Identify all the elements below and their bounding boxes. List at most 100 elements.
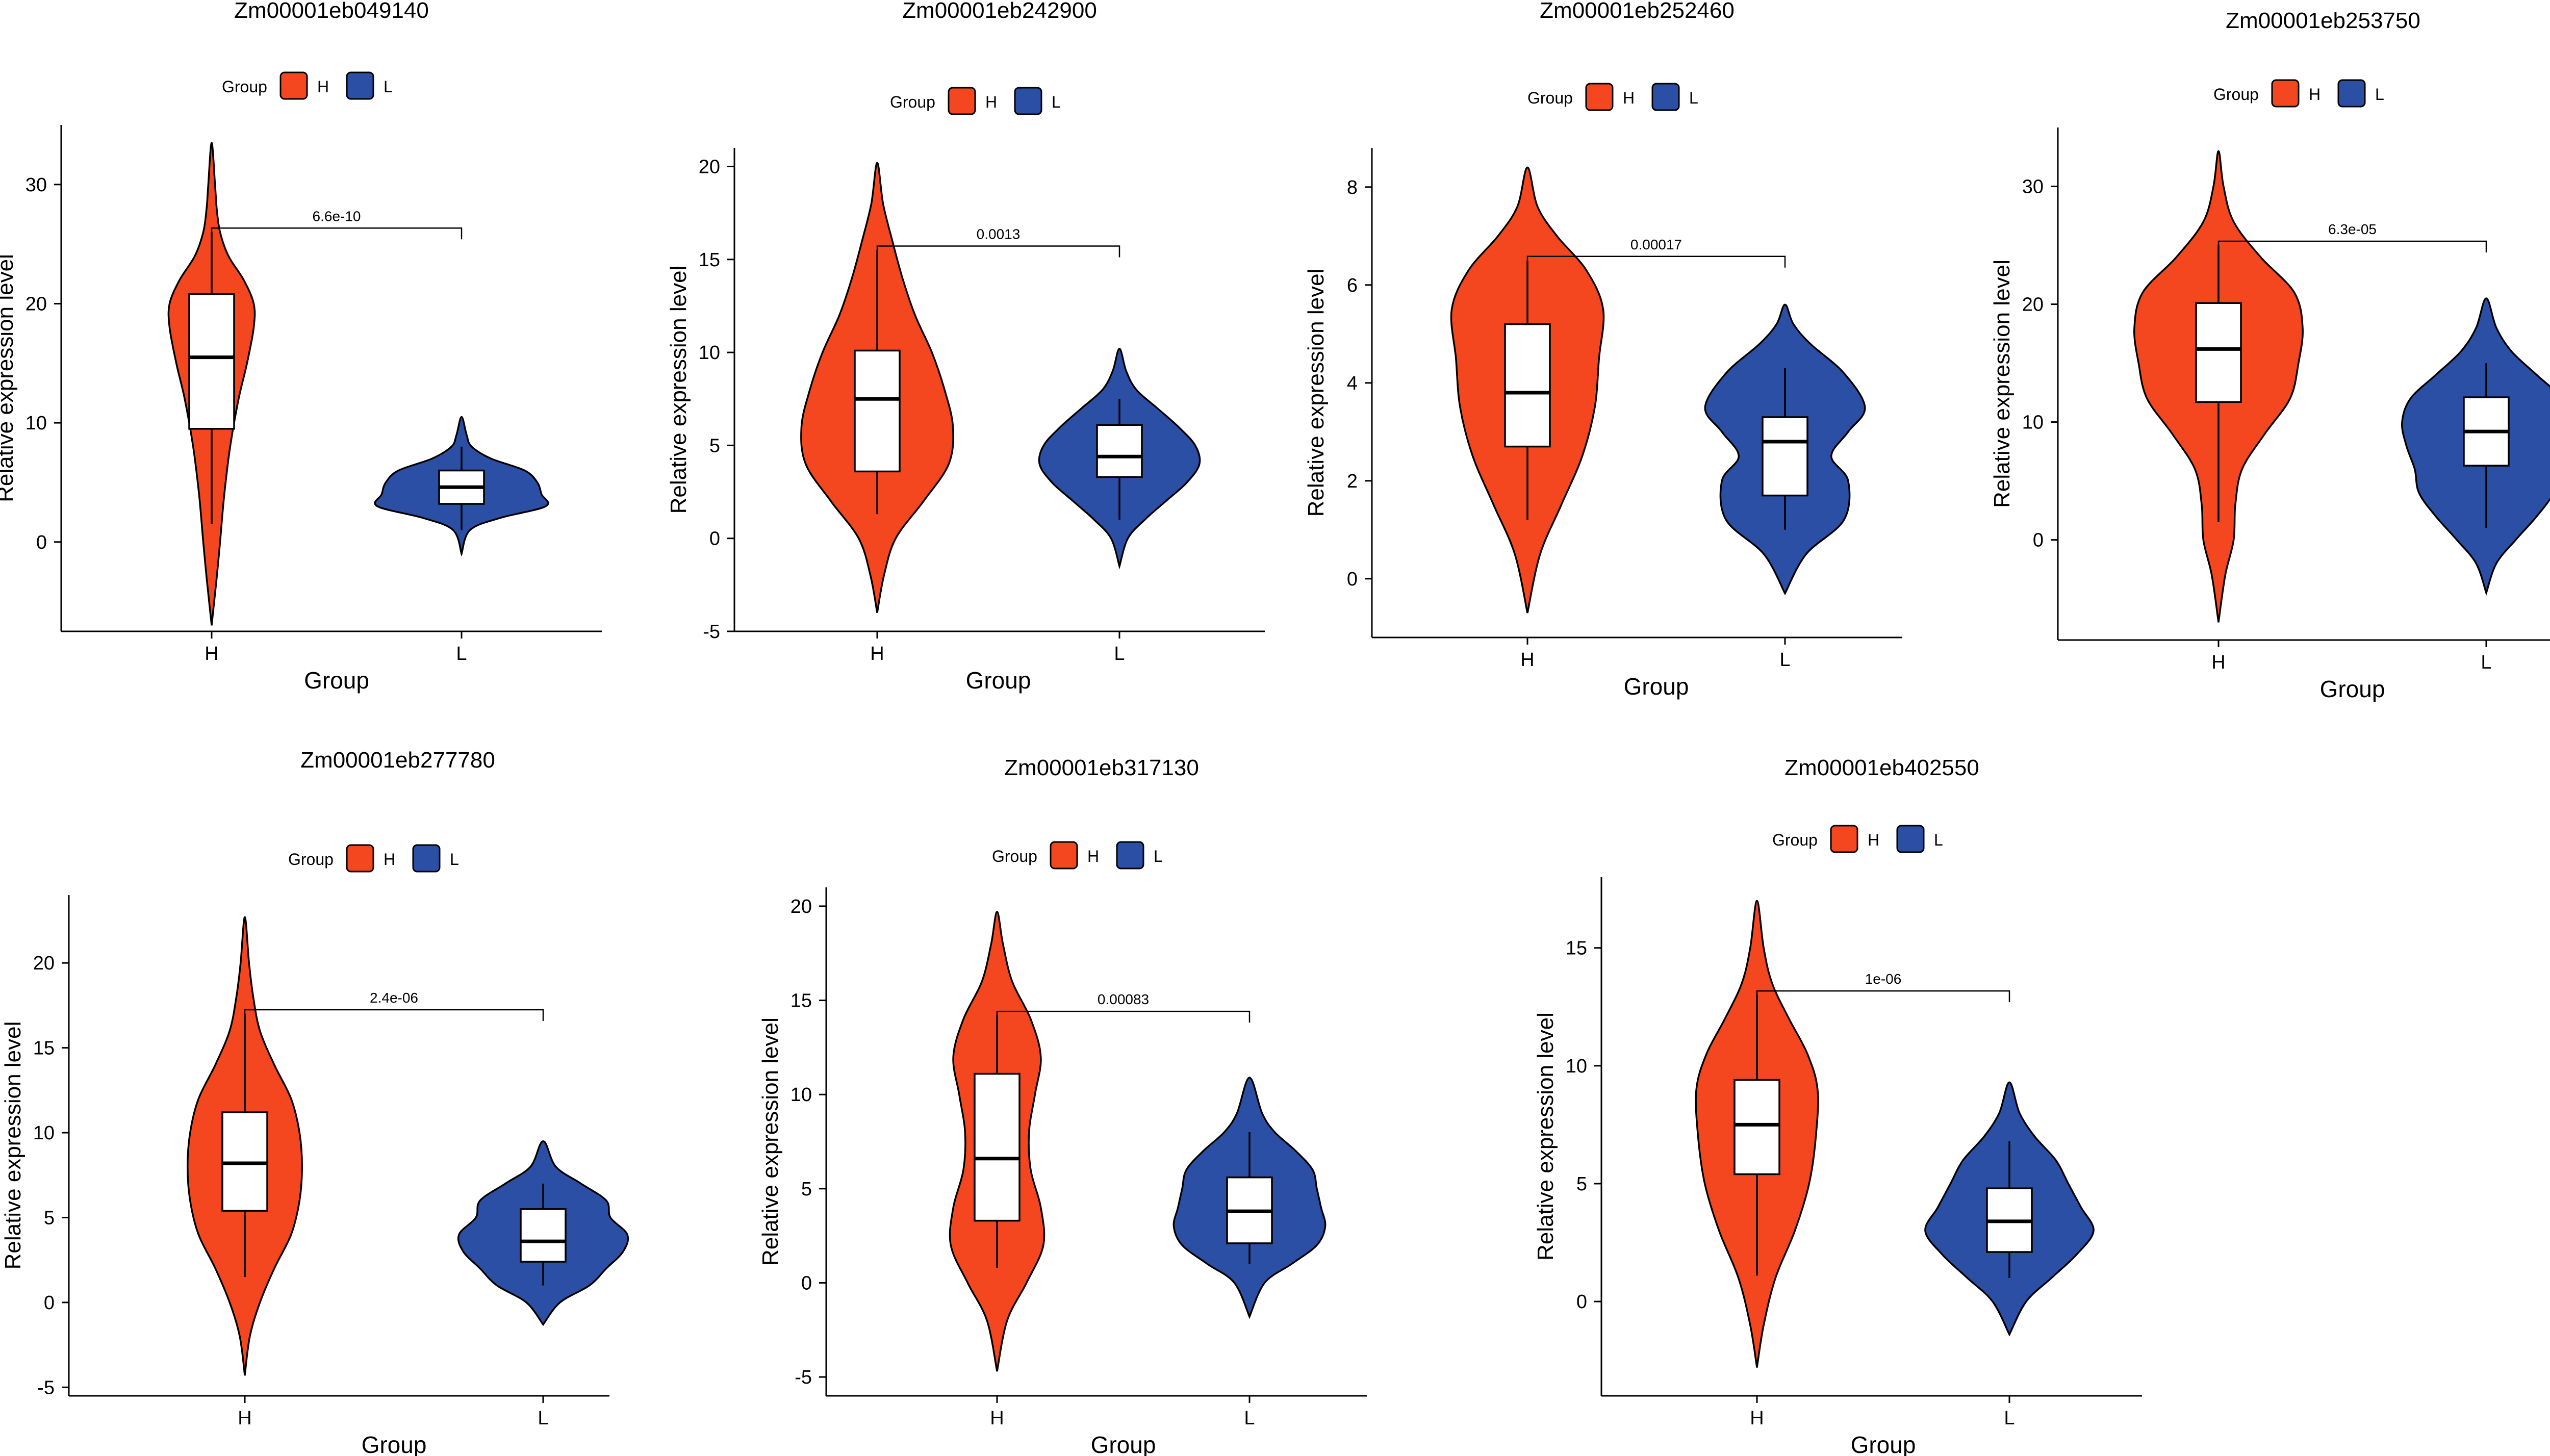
legend-key-L <box>2337 79 2366 108</box>
y-axis-label: Relative expression level <box>1304 269 1329 517</box>
x-tick-label: H <box>238 1408 251 1429</box>
significance-bracket <box>244 1009 544 1021</box>
box-L <box>1096 424 1143 478</box>
x-tick-label: L <box>2481 652 2491 673</box>
box-L <box>1762 416 1808 497</box>
legend-key-H <box>1830 825 1858 853</box>
legend-key-L <box>412 844 441 873</box>
x-tick-label: H <box>1750 1408 1764 1429</box>
legend: Group H L <box>288 844 459 873</box>
y-tick-label: 30 <box>26 174 47 196</box>
legend-label-L: L <box>1934 831 1943 849</box>
y-tick-label: 15 <box>1566 938 1587 959</box>
p-value-label: 6.3e-05 <box>2328 221 2377 237</box>
significance-bracket <box>876 245 1120 258</box>
y-tick-label: 10 <box>699 342 720 364</box>
significance-bracket <box>1526 256 1786 268</box>
y-tick-label: 5 <box>801 1179 812 1200</box>
y-tick-label: 20 <box>26 293 47 315</box>
legend-label-H: H <box>1087 847 1099 865</box>
y-tick-label: 5 <box>1576 1173 1587 1195</box>
y-tick-label: 20 <box>790 896 812 917</box>
legend-title: Group <box>222 78 267 96</box>
y-tick-label: 5 <box>44 1207 55 1229</box>
chart-title: Zm00001eb252460 <box>1540 0 1735 23</box>
chart-panel-1: Zm00001eb049140 Group H L 0 10 20 30 Relative ex… <box>0 0 602 694</box>
chart-panel-6: Zm00001eb317130 Group H L -5 0 5 10 15 20 Relative… <box>758 755 1367 1456</box>
legend-key-L <box>346 71 374 100</box>
y-tick-label: 10 <box>1566 1056 1587 1077</box>
y-axis-label: Relative expression level <box>1990 260 2014 508</box>
box-H <box>974 1072 1021 1222</box>
y-tick-label: 4 <box>1347 373 1358 394</box>
legend-label-L: L <box>2375 85 2384 104</box>
y-tick-label: 15 <box>699 249 720 271</box>
legend-label-L: L <box>450 850 459 869</box>
box-H <box>1733 1079 1780 1176</box>
box-H <box>854 349 901 473</box>
p-value-label: 0.00083 <box>1098 991 1149 1007</box>
p-value-label: 0.0013 <box>977 226 1021 242</box>
legend-label-H: H <box>317 78 329 96</box>
legend: Group H L <box>1527 83 1698 111</box>
legend-label-L: L <box>1689 89 1698 107</box>
y-tick-label: 0 <box>801 1272 812 1294</box>
chart-panel-4: Zm00001eb253750 Group H L 0 10 20 30 Relative ex… <box>1990 8 2550 702</box>
y-tick-label: 0 <box>1347 569 1358 590</box>
x-axis-label: Group <box>966 667 1031 694</box>
legend-label-H: H <box>985 93 997 111</box>
x-tick-label: H <box>870 643 884 665</box>
x-axis-label: Group <box>304 667 369 694</box>
y-tick-label: 20 <box>33 953 55 974</box>
p-value-label: 6.6e-10 <box>313 208 361 224</box>
y-tick-label: -5 <box>703 621 720 643</box>
chart-title: Zm00001eb253750 <box>2226 8 2420 33</box>
significance-bracket <box>2217 240 2487 253</box>
legend-label-H: H <box>1868 831 1879 849</box>
y-tick-label: 0 <box>1576 1291 1587 1313</box>
legend-label-L: L <box>1154 847 1163 865</box>
y-tick-label: 6 <box>1347 275 1358 296</box>
legend-title: Group <box>890 93 935 111</box>
y-tick-label: 15 <box>790 990 812 1012</box>
x-axis-label: Group <box>1624 673 1689 700</box>
legend-label-H: H <box>2309 85 2320 104</box>
x-tick-label: L <box>1779 649 1790 671</box>
chart-panel-2: Zm00001eb242900 Group H L -5 0 5 10 15 20 Relative… <box>666 0 1265 694</box>
y-tick-label: 0 <box>36 532 47 553</box>
chart-panel-7: Zm00001eb402550 Group H L 0 5 10 15 Relative exp… <box>1533 755 2142 1456</box>
y-tick-label: 0 <box>2033 530 2044 551</box>
y-tick-label: 0 <box>709 528 720 550</box>
p-value-label: 1e-06 <box>1865 971 1902 987</box>
x-tick-label: L <box>1244 1408 1255 1429</box>
chart-panel-5: Zm00001eb277780 Group H L -5 0 5 10 15 20 Relative… <box>1 748 629 1456</box>
y-tick-label: 10 <box>790 1084 812 1106</box>
p-value-label: 0.00017 <box>1630 237 1682 252</box>
legend-key-H <box>346 844 374 873</box>
y-tick-label: 5 <box>709 435 720 456</box>
y-tick-label: 8 <box>1347 177 1358 198</box>
y-tick-label: -5 <box>795 1367 812 1388</box>
y-axis-label: Relative expression level <box>758 1017 783 1266</box>
chart-title: Zm00001eb402550 <box>1784 755 1979 780</box>
x-tick-label: H <box>205 643 218 665</box>
chart-title: Zm00001eb049140 <box>234 0 429 23</box>
legend-label-H: H <box>384 850 395 869</box>
legend: Group H L <box>992 841 1163 870</box>
x-tick-label: H <box>1520 649 1534 671</box>
chart-panel-3: Zm00001eb252460 Group H L 0 2 4 6 8 Relative expr… <box>1304 0 1902 700</box>
box-H <box>188 293 235 430</box>
significance-bracket <box>211 227 463 240</box>
p-value-label: 2.4e-06 <box>370 990 418 1006</box>
legend-key-H <box>2271 79 2300 108</box>
y-tick-label: 10 <box>26 413 47 434</box>
legend: Group H L <box>1772 825 1943 853</box>
legend-key-H <box>1050 841 1078 870</box>
legend: Group H L <box>2213 79 2384 108</box>
legend-title: Group <box>1772 831 1818 849</box>
chart-title: Zm00001eb242900 <box>902 0 1097 23</box>
x-tick-label: L <box>456 643 467 665</box>
legend-key-L <box>1896 825 1925 853</box>
significance-bracket <box>1756 990 2010 1003</box>
box-L <box>520 1208 567 1263</box>
